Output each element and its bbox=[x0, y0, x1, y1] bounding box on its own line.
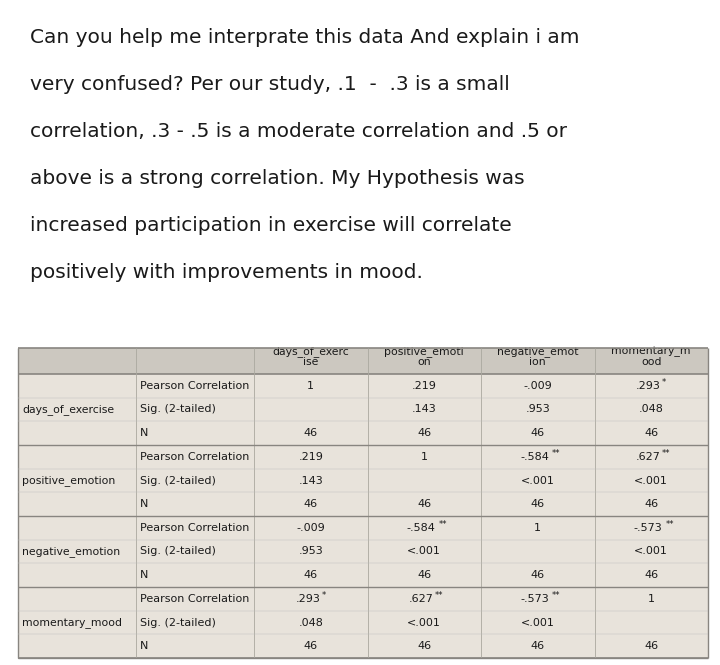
Text: on: on bbox=[418, 357, 431, 367]
Text: .953: .953 bbox=[298, 547, 323, 557]
Text: .048: .048 bbox=[639, 404, 664, 414]
Text: days_of_exerc: days_of_exerc bbox=[272, 346, 349, 357]
Text: 46: 46 bbox=[531, 428, 545, 438]
Text: <.001: <.001 bbox=[408, 547, 441, 557]
Text: *: * bbox=[322, 591, 325, 600]
Text: increased participation in exercise will correlate: increased participation in exercise will… bbox=[30, 216, 512, 235]
Text: <.001: <.001 bbox=[634, 547, 668, 557]
Text: N: N bbox=[140, 499, 148, 509]
Text: days_of_exercise: days_of_exercise bbox=[22, 404, 114, 415]
Text: -.584: -.584 bbox=[407, 523, 436, 533]
Text: N: N bbox=[140, 428, 148, 438]
Text: .627: .627 bbox=[636, 452, 661, 462]
Text: .219: .219 bbox=[298, 452, 323, 462]
Text: Pearson Correlation: Pearson Correlation bbox=[140, 381, 249, 391]
Text: 46: 46 bbox=[304, 570, 318, 580]
Text: Pearson Correlation: Pearson Correlation bbox=[140, 523, 249, 533]
Text: 1: 1 bbox=[420, 452, 428, 462]
Text: -.584: -.584 bbox=[521, 452, 549, 462]
Text: ise: ise bbox=[303, 357, 318, 367]
Bar bbox=[18, 348, 708, 374]
Text: **: ** bbox=[438, 520, 446, 529]
Text: *: * bbox=[662, 378, 666, 387]
Text: Pearson Correlation: Pearson Correlation bbox=[140, 452, 249, 462]
Text: **: ** bbox=[435, 591, 444, 600]
Text: 46: 46 bbox=[531, 499, 545, 509]
Text: 46: 46 bbox=[531, 641, 545, 651]
Text: Can you help me interprate this data And explain i am: Can you help me interprate this data And… bbox=[30, 28, 580, 47]
Text: momentary_m: momentary_m bbox=[611, 346, 691, 357]
Bar bbox=[18, 348, 708, 658]
Text: 46: 46 bbox=[417, 641, 431, 651]
Text: Sig. (2-tailed): Sig. (2-tailed) bbox=[140, 404, 216, 414]
Text: negative_emotion: negative_emotion bbox=[22, 546, 120, 557]
Text: **: ** bbox=[662, 450, 670, 458]
Text: 46: 46 bbox=[304, 499, 318, 509]
Text: 46: 46 bbox=[304, 641, 318, 651]
Text: positively with improvements in mood.: positively with improvements in mood. bbox=[30, 263, 423, 282]
Text: 1: 1 bbox=[307, 381, 314, 391]
Text: 1: 1 bbox=[648, 594, 654, 604]
Text: ood: ood bbox=[641, 357, 662, 367]
Text: 46: 46 bbox=[644, 428, 658, 438]
Text: ion: ion bbox=[529, 357, 546, 367]
Text: above is a strong correlation. My Hypothesis was: above is a strong correlation. My Hypoth… bbox=[30, 169, 525, 188]
Text: N: N bbox=[140, 641, 148, 651]
Text: negative_emot: negative_emot bbox=[497, 346, 578, 357]
Text: <.001: <.001 bbox=[408, 618, 441, 628]
Text: 46: 46 bbox=[417, 428, 431, 438]
Text: correlation, .3 - .5 is a moderate correlation and .5 or: correlation, .3 - .5 is a moderate corre… bbox=[30, 122, 567, 141]
Text: 46: 46 bbox=[644, 570, 658, 580]
Text: 46: 46 bbox=[644, 641, 658, 651]
Text: .293: .293 bbox=[295, 594, 320, 604]
Text: 46: 46 bbox=[417, 570, 431, 580]
Text: positive_emotion: positive_emotion bbox=[22, 475, 115, 486]
Text: <.001: <.001 bbox=[521, 618, 554, 628]
Text: 46: 46 bbox=[304, 428, 318, 438]
Text: N: N bbox=[140, 570, 148, 580]
Text: .627: .627 bbox=[409, 594, 433, 604]
Text: Sig. (2-tailed): Sig. (2-tailed) bbox=[140, 475, 216, 485]
Text: -.009: -.009 bbox=[523, 381, 552, 391]
Text: -.573: -.573 bbox=[634, 523, 662, 533]
Text: positive_emoti: positive_emoti bbox=[384, 346, 464, 357]
Text: very confused? Per our study, .1  -  .3 is a small: very confused? Per our study, .1 - .3 is… bbox=[30, 75, 510, 94]
Text: 46: 46 bbox=[417, 499, 431, 509]
Text: **: ** bbox=[552, 450, 560, 458]
Text: momentary_mood: momentary_mood bbox=[22, 617, 122, 628]
Text: **: ** bbox=[665, 520, 674, 529]
Text: .953: .953 bbox=[526, 404, 550, 414]
Text: <.001: <.001 bbox=[634, 475, 668, 485]
Text: .293: .293 bbox=[636, 381, 661, 391]
Text: .143: .143 bbox=[412, 404, 436, 414]
Text: .219: .219 bbox=[412, 381, 437, 391]
Text: .048: .048 bbox=[298, 618, 323, 628]
Text: Pearson Correlation: Pearson Correlation bbox=[140, 594, 249, 604]
Text: **: ** bbox=[552, 591, 560, 600]
Text: .143: .143 bbox=[298, 475, 323, 485]
Text: 1: 1 bbox=[534, 523, 541, 533]
Text: Sig. (2-tailed): Sig. (2-tailed) bbox=[140, 547, 216, 557]
Text: -.009: -.009 bbox=[297, 523, 325, 533]
Text: -.573: -.573 bbox=[521, 594, 549, 604]
Text: 46: 46 bbox=[531, 570, 545, 580]
Text: Sig. (2-tailed): Sig. (2-tailed) bbox=[140, 618, 216, 628]
Text: <.001: <.001 bbox=[521, 475, 554, 485]
Text: 46: 46 bbox=[644, 499, 658, 509]
